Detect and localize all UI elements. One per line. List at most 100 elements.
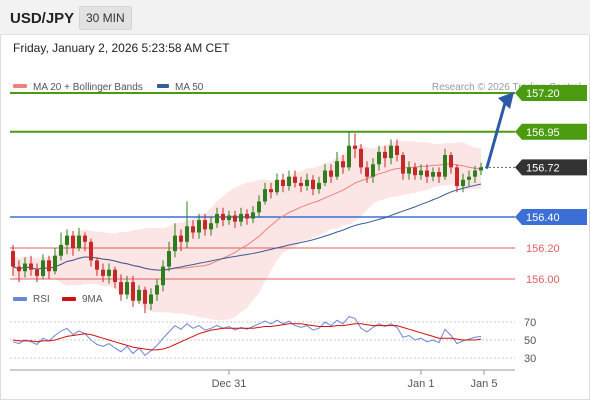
candle-body [59,244,63,256]
candle-body [185,226,189,242]
projection-arrow [485,92,514,169]
candle-body [383,151,387,159]
level-label-current: 156.72 [526,162,560,174]
candle-body [365,167,369,177]
candle-body [413,167,417,176]
candle-body [83,235,87,242]
candle-body [119,282,123,295]
candle-body [479,167,483,171]
rsi-panel [12,316,482,356]
rsi-ma-line [12,323,482,351]
level-badge-resistance [515,123,587,140]
candle-body [149,294,153,304]
candle-body [65,235,69,245]
candle-body [251,212,255,219]
candle-body [335,161,339,177]
candle-body [287,176,291,186]
x-tick-label: Jan 1 [408,378,435,390]
level-label-support: 156.00 [526,274,560,286]
timeframe-badge[interactable]: 30 MIN [79,6,132,30]
candle-body [467,176,471,180]
candle-body [377,151,381,165]
candle-body [17,266,21,272]
candle-body [35,269,39,276]
legend-swatch-ma20 [13,84,27,88]
candle-body [227,215,231,221]
candle-body [311,179,315,190]
x-tick-label: Dec 31 [212,378,247,390]
candle-body [347,145,351,168]
candle-body [23,263,27,272]
candle-body [461,179,465,186]
candle-body [455,167,459,186]
candle-body [425,170,429,177]
candle-body [245,213,249,219]
candle-body [41,260,45,276]
candlesticks [11,131,483,314]
candle-body [371,164,375,177]
level-label-support: 156.20 [526,243,560,255]
candle-body [215,213,219,224]
candle-body [407,167,411,174]
currency-pair-title: USD/JPY [10,10,75,27]
candle-body [11,251,15,267]
candle-body [179,235,183,242]
x-axis: Dec 31 Jan 1 Jan 5 [10,369,515,390]
legend-label-9ma: 9MA [82,294,103,305]
candle-body [389,145,393,159]
candle-body [431,172,435,177]
bollinger-band [13,140,481,321]
candle-body [329,170,333,177]
candle-body [155,285,159,295]
candle-body [95,260,99,270]
projection-arrow-head [498,92,514,109]
bollinger-band-area [13,140,481,321]
rsi-tick-label: 30 [524,353,536,365]
candle-body [125,282,129,295]
candle-body [197,220,201,233]
candle-body [131,282,135,301]
legend-swatch-9ma [62,297,76,301]
legend-swatch-ma50 [157,84,169,88]
level-label-pivot: 156.40 [526,212,560,224]
candle-body [401,155,405,174]
candle-body [191,226,195,233]
candle-body [29,263,33,270]
x-tick-label: Jan 5 [471,378,498,390]
candle-body [359,148,363,168]
chart-datetime: Friday, January 2, 2026 5:23:58 AM CET [13,41,230,55]
candle-body [209,223,213,230]
candle-body [161,266,165,286]
candle-body [323,170,327,183]
legend-label-ma50: MA 50 [175,82,204,93]
rsi-line [12,316,482,356]
candle-body [473,170,477,177]
candle-body [101,269,105,276]
candle-body [395,145,399,155]
candle-body [143,289,147,304]
legend-label-rsi: RSI [33,294,50,305]
candle-body [281,179,285,186]
rsi-tick-label: 50 [524,335,536,347]
candle-body [419,170,423,176]
candle-body [47,260,51,272]
legend-swatch-rsi [13,297,27,301]
level-label-resistance: 156.95 [526,127,560,139]
candle-body [89,241,93,261]
candle-body [299,182,303,186]
candle-body [53,255,57,272]
level-badge-resistance [515,85,587,101]
candle-body [167,251,171,267]
candle-body [107,269,111,276]
rsi-grid: 70 50 30 [10,317,536,365]
candle-body [275,179,279,193]
candle-body [341,161,345,168]
rsi-tick-label: 70 [524,317,536,329]
legend-label-ma20: MA 20 + Bollinger Bands [33,82,143,93]
candle-body [443,155,447,177]
candle-body [71,235,75,248]
candle-body [317,182,321,190]
candle-body [113,269,117,283]
projection-arrow-shaft [485,101,507,169]
